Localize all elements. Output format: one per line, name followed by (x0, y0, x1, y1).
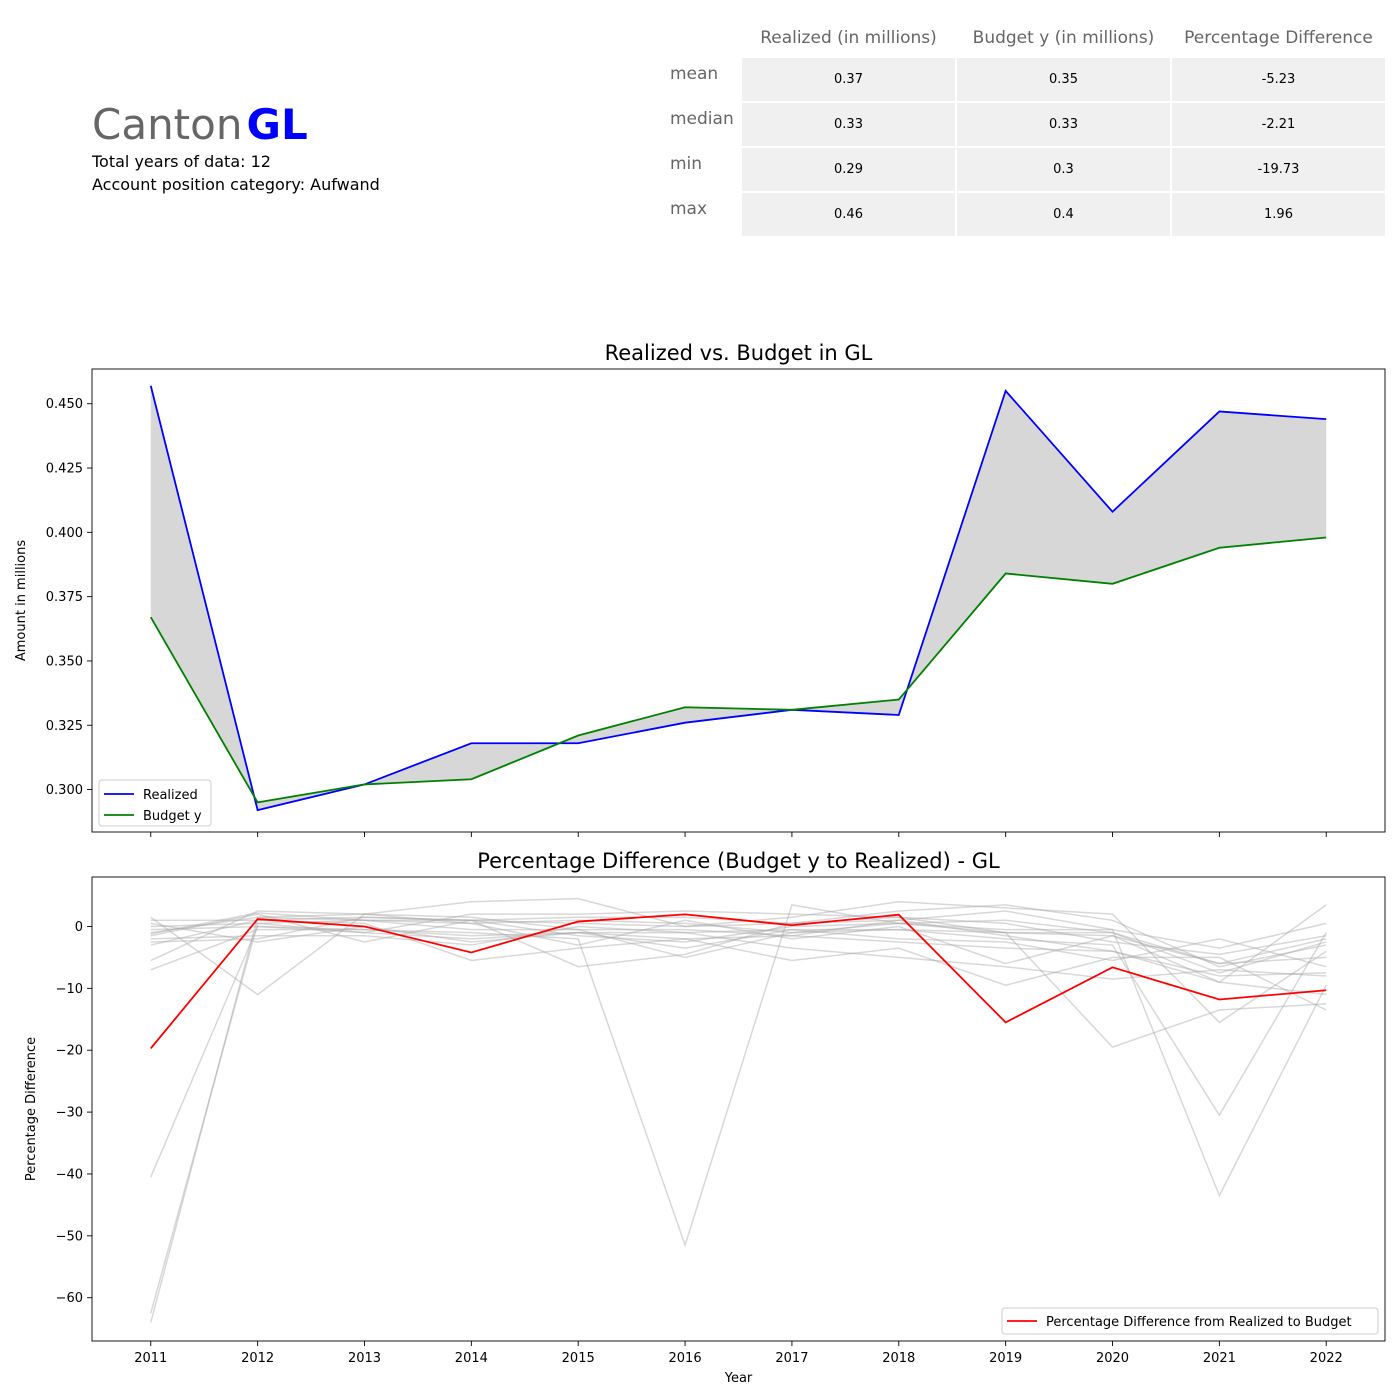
series-line (149, 536, 1327, 804)
chart-panel-1: Percentage Difference (Budget y to Reali… (24, 849, 1386, 1386)
stats-row-label: max (670, 199, 708, 219)
background-series-line (150, 919, 1327, 996)
y-axis-label: Percentage Difference (24, 1037, 39, 1181)
y-tick-label: 0.350 (46, 654, 83, 669)
chart-panel-0: Realized vs. Budget in GL 0.300 0.325 0.350… (14, 341, 1386, 837)
stats-cell: 0.29 (742, 148, 955, 191)
background-series-line (150, 903, 1327, 1248)
legend-label: Percentage Difference from Realized to B… (1046, 1315, 1352, 1330)
background-series-line (150, 916, 1327, 956)
x-tick-label: 2019 (989, 1351, 1022, 1366)
x-tick-label: 2018 (882, 1351, 915, 1366)
stats-cell: 0.33 (957, 103, 1170, 146)
header-block: CantonGL Total years of data: 12 Account… (92, 100, 380, 195)
x-tick-label: 2014 (455, 1351, 488, 1366)
legend-label: Budget y (143, 809, 202, 824)
background-series-line (150, 904, 1327, 968)
category-text: Account position category: Aufwand (92, 175, 380, 194)
y-tick-label: 0.425 (46, 462, 83, 477)
stats-row: min 0.29 0.3 -19.73 (666, 148, 1385, 191)
y-tick-label: −50 (56, 1229, 83, 1244)
plot-frame (91, 368, 1386, 833)
legend-box (1001, 1307, 1379, 1335)
y-tick-label: −60 (56, 1291, 83, 1306)
background-series-line (150, 910, 1327, 1049)
x-tick-label: 2012 (241, 1351, 274, 1366)
y-tick-label: 0.450 (46, 397, 83, 412)
stats-cell: 0.33 (742, 103, 955, 146)
x-tick-label: 2015 (562, 1351, 595, 1366)
x-tick-label: 2017 (775, 1351, 808, 1366)
x-tick-label: 2013 (348, 1351, 381, 1366)
x-tick-label: 2022 (1310, 1351, 1343, 1366)
y-tick-label: 0.375 (46, 590, 83, 605)
background-series-line (150, 897, 1327, 1024)
stats-col-header: Percentage Difference (1184, 28, 1373, 48)
stats-header-row: Realized (in millions) Budget y (in mill… (666, 20, 1385, 56)
series-line (149, 385, 1327, 812)
stats-cell: 0.35 (957, 58, 1170, 101)
legend-label: Realized (143, 788, 198, 803)
background-series-line (150, 919, 1327, 1011)
stats-col-header: Realized (in millions) (760, 28, 937, 48)
stats-cell: -5.23 (1172, 58, 1385, 101)
background-series-line (150, 916, 1327, 1323)
y-tick-label: −10 (56, 982, 83, 997)
background-series-line (150, 922, 1327, 968)
stats-table: Realized (in millions) Budget y (in mill… (664, 18, 1387, 238)
y-tick-label: −30 (56, 1106, 83, 1121)
y-tick-label: 0.325 (46, 719, 83, 734)
total-years-text: Total years of data: 12 (92, 152, 271, 171)
y-tick-label: −40 (56, 1167, 83, 1182)
chart-title: Percentage Difference (Budget y to Reali… (477, 849, 1000, 873)
fill-between-area (150, 385, 1327, 811)
y-tick-label: 0.300 (46, 783, 83, 798)
background-series-line (150, 913, 1327, 965)
stats-cell: 0.37 (742, 58, 955, 101)
y-tick-label: 0.400 (46, 526, 83, 541)
x-axis-label: Year (724, 1371, 753, 1386)
stats-row-label: median (670, 109, 734, 129)
background-series-line (150, 904, 1327, 984)
series-line (150, 913, 1327, 1049)
stats-row-label: mean (670, 64, 719, 84)
stats-col-header: Budget y (in millions) (972, 28, 1155, 48)
x-tick-label: 2016 (669, 1351, 702, 1366)
stats-cell: 1.96 (1172, 193, 1385, 236)
stats-cell: 0.4 (957, 193, 1170, 236)
x-tick-label: 2021 (1203, 1351, 1236, 1366)
canton-label: Canton (92, 100, 243, 149)
background-series-line (150, 925, 1327, 1178)
chart-title: Realized vs. Budget in GL (605, 341, 873, 365)
y-tick-label: 0 (75, 920, 83, 935)
x-tick-label: 2020 (1096, 1351, 1129, 1366)
y-tick-label: −20 (56, 1044, 83, 1059)
stats-row: mean 0.37 0.35 -5.23 (666, 58, 1385, 101)
background-series-line (150, 912, 1327, 974)
stats-cell: -19.73 (1172, 148, 1385, 191)
background-series-line (150, 925, 1327, 980)
background-series-line (150, 919, 1327, 1314)
stats-row: max 0.46 0.4 1.96 (666, 193, 1385, 236)
stats-cell: 0.46 (742, 193, 955, 236)
stats-row: median 0.33 0.33 -2.21 (666, 103, 1385, 146)
stats-row-label: min (670, 154, 703, 174)
plot-frame (91, 876, 1386, 1342)
x-tick-label: 2011 (134, 1351, 167, 1366)
canton-code: GL (246, 100, 308, 149)
stats-cell: -2.21 (1172, 103, 1385, 146)
y-axis-label: Amount in millions (14, 540, 29, 662)
stats-cell: 0.3 (957, 148, 1170, 191)
